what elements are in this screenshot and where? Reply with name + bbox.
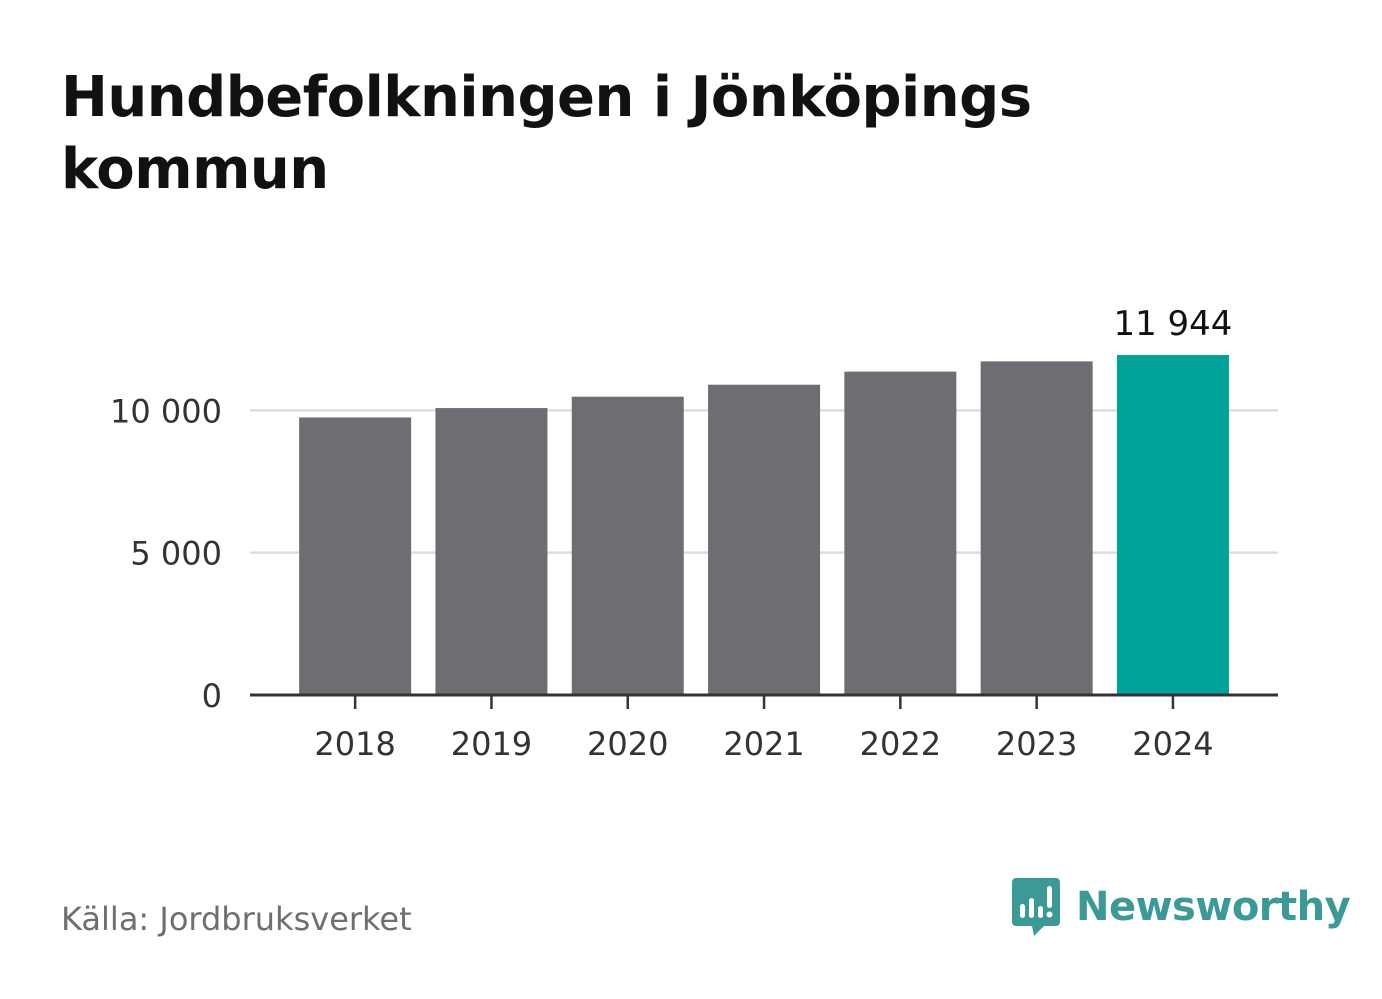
bar-2021 (708, 384, 821, 695)
x-tick-label: 2022 (860, 725, 941, 763)
bar-2018 (299, 417, 412, 695)
y-tick-label: 5 000 (130, 535, 222, 573)
brand-name: Newsworthy (1076, 884, 1351, 930)
bar-2023 (980, 361, 1093, 695)
data-label: 11 944 (1113, 304, 1232, 344)
bars (299, 355, 1229, 695)
bar-2020 (571, 396, 684, 695)
x-tick-label: 2018 (314, 725, 395, 763)
x-tick-label: 2019 (451, 725, 532, 763)
bar-2022 (844, 371, 957, 695)
x-tick-label: 2020 (587, 725, 668, 763)
axes (250, 693, 1278, 709)
newsworthy-chart-bubble-icon (1012, 878, 1060, 936)
source-note: Källa: Jordbruksverket (61, 900, 412, 938)
labels: 0 5 000 10 000 2018 2019 2020 2021 2022 2023 2024… (110, 304, 1232, 763)
x-tick-label: 2024 (1132, 725, 1213, 763)
bar-2019 (435, 408, 548, 695)
bar-2024 (1116, 355, 1229, 695)
newsworthy-logo: Newsworthy (1010, 876, 1351, 938)
y-tick-label: 10 000 (110, 392, 222, 430)
x-tick-label: 2021 (723, 725, 804, 763)
x-tick-label: 2023 (996, 725, 1077, 763)
chart-title: Hundbefolkningen i Jönköpings kommun (61, 65, 1032, 202)
y-tick-label: 0 (202, 677, 222, 715)
